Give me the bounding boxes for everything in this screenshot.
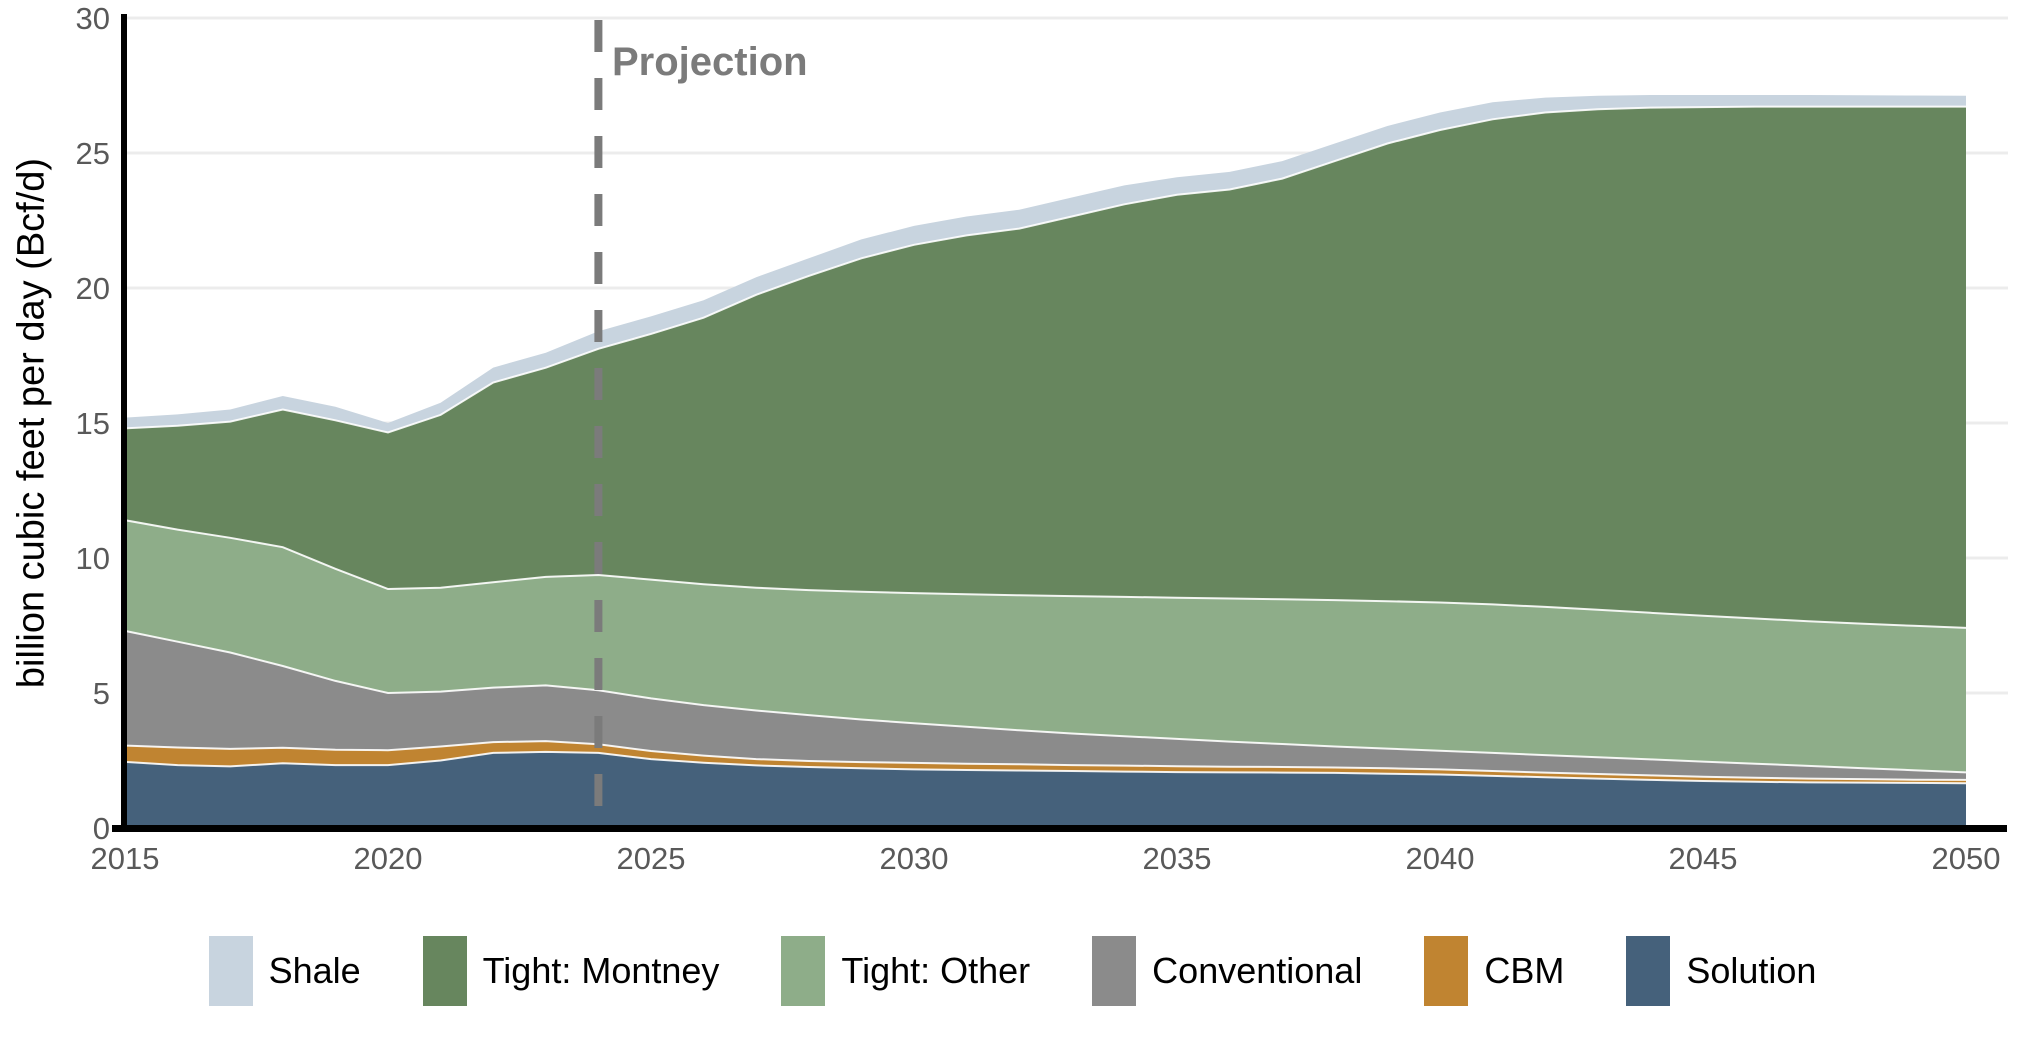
legend-swatch-tight-montney <box>422 936 467 1006</box>
legend-item-shale: Shale <box>208 936 361 1006</box>
x-tick-label-2045: 2045 <box>1669 841 1738 876</box>
y-tick-label-30: 30 <box>76 1 110 36</box>
legend-swatch-tight-other <box>781 936 826 1006</box>
y-tick-label-25: 25 <box>76 136 110 171</box>
legend-swatch-cbm <box>1424 936 1469 1006</box>
area-shale <box>125 95 1966 433</box>
area-tight-other <box>125 520 1966 773</box>
x-tick-label-2050: 2050 <box>1932 841 2001 876</box>
area-cbm <box>125 741 1966 784</box>
legend-item-tight-montney: Tight: Montney <box>422 936 720 1006</box>
band-separator <box>124 105 1966 434</box>
y-tick-label-20: 20 <box>76 271 110 306</box>
y-axis-line <box>121 14 127 832</box>
legend-swatch-solution <box>1626 936 1671 1006</box>
y-axis-title: billion cubic feet per day (Bcf/d) <box>10 157 53 689</box>
area-solution <box>125 751 1966 828</box>
legend-swatch-conventional <box>1092 936 1137 1006</box>
y-tick-label-0: 0 <box>93 811 110 846</box>
legend-label-tight-montney: Tight: Montney <box>482 950 720 991</box>
legend-item-tight-other: Tight: Other <box>781 936 1030 1006</box>
legend-label-conventional: Conventional <box>1152 950 1363 991</box>
legend: Shale Tight: Montney Tight: Other Conventio… <box>0 936 2025 1006</box>
x-axis-line <box>112 825 2007 832</box>
legend-label-tight-other: Tight: Other <box>841 950 1031 991</box>
band-separator <box>124 629 1967 774</box>
legend-item-solution: Solution <box>1626 936 1816 1006</box>
x-tick-label-2040: 2040 <box>1406 841 1475 876</box>
legend-label-shale: Shale <box>268 950 361 991</box>
legend-label-solution: Solution <box>1686 950 1817 991</box>
band-separator <box>124 740 1967 781</box>
x-tick-label-2015: 2015 <box>91 841 160 876</box>
x-tick-label-2020: 2020 <box>354 841 423 876</box>
legend-label-cbm: CBM <box>1484 950 1565 991</box>
legend-item-cbm: CBM <box>1424 936 1564 1006</box>
projection-annotation: Projection <box>612 40 808 84</box>
y-tick-label-10: 10 <box>76 541 110 576</box>
x-tick-label-2025: 2025 <box>617 841 686 876</box>
legend-swatch-shale <box>208 936 253 1006</box>
band-separator <box>124 519 1967 629</box>
y-tick-label-5: 5 <box>93 676 110 711</box>
area-tight-montney <box>125 106 1966 628</box>
x-tick-label-2035: 2035 <box>1143 841 1212 876</box>
legend-item-conventional: Conventional <box>1092 936 1362 1006</box>
band-separator <box>124 750 1967 785</box>
y-tick-label-15: 15 <box>76 406 110 441</box>
x-tick-label-2030: 2030 <box>880 841 949 876</box>
